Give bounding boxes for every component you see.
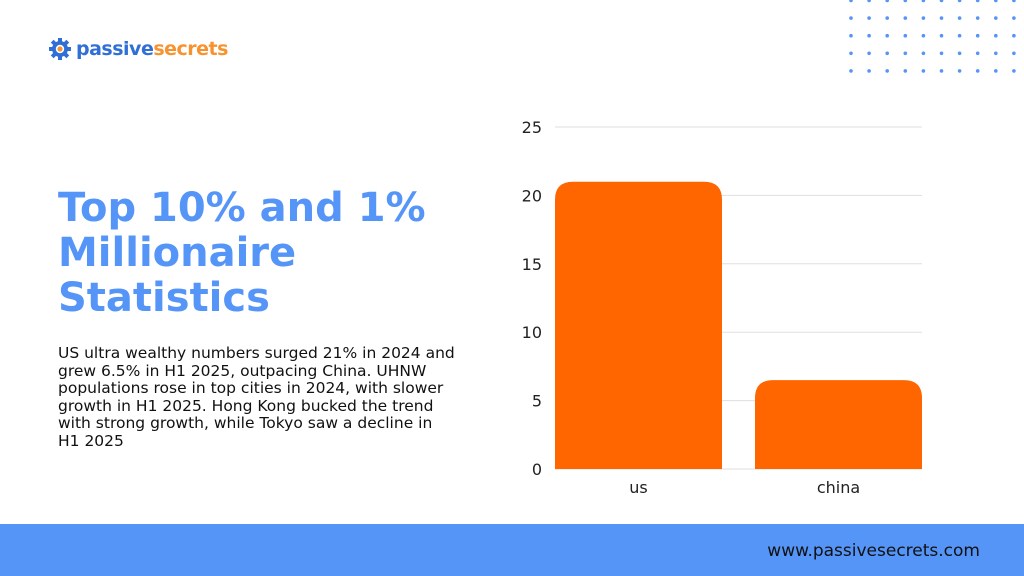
dot — [885, 0, 889, 3]
y-tick-label: 25 — [522, 118, 542, 137]
gear-icon — [49, 38, 71, 60]
dot — [1012, 69, 1016, 73]
dot — [849, 16, 853, 20]
dot — [849, 33, 853, 38]
dot — [957, 33, 962, 38]
dot — [867, 69, 871, 73]
dot — [867, 51, 871, 56]
brand-logo[interactable]: passivesecrets — [48, 37, 228, 61]
dot — [849, 69, 853, 73]
dot — [903, 33, 908, 38]
dot — [867, 16, 871, 20]
y-tick-label: 20 — [522, 186, 542, 205]
brand-name-part1: passive — [76, 38, 154, 60]
dot — [867, 0, 871, 3]
brand-name: passivesecrets — [76, 38, 228, 60]
dot — [921, 51, 926, 56]
y-tick-label: 15 — [522, 255, 542, 274]
dot — [903, 69, 908, 73]
dot — [975, 51, 980, 56]
dot — [849, 51, 853, 56]
dot — [921, 16, 926, 20]
dot — [994, 16, 998, 20]
brand-name-part2: secrets — [153, 38, 228, 60]
bar-chart: 0 5 10 15 20 25 us china — [522, 118, 922, 497]
dot — [994, 0, 998, 3]
dot — [975, 69, 980, 73]
decorative-dot-grid — [849, 0, 1016, 73]
y-tick-label: 0 — [532, 460, 542, 479]
dot — [939, 0, 944, 3]
dot — [994, 33, 998, 38]
dot — [921, 0, 926, 3]
dot — [939, 51, 944, 56]
dot — [1012, 0, 1016, 3]
dot — [867, 33, 871, 38]
description-text: US ultra wealthy numbers surged 21% in 2… — [58, 344, 455, 450]
bar-us — [555, 181, 722, 469]
dot — [939, 33, 944, 38]
page-title: Top 10% and 1% Millionaire Statistics — [58, 185, 426, 321]
y-tick-label: 10 — [522, 323, 542, 342]
dot — [939, 69, 944, 73]
footer-bar: www.passivesecrets.com — [0, 524, 1024, 576]
dot — [885, 69, 889, 73]
dot — [903, 0, 908, 3]
dot — [1012, 16, 1016, 20]
dot — [885, 33, 889, 38]
dot — [921, 33, 926, 38]
dot — [975, 33, 980, 38]
y-tick-label: 5 — [532, 392, 542, 411]
x-tick-label: china — [817, 478, 860, 497]
dot — [885, 16, 889, 20]
x-tick-label: us — [629, 478, 647, 497]
footer-url[interactable]: www.passivesecrets.com — [767, 541, 980, 561]
dot — [1012, 51, 1016, 56]
dot — [903, 51, 908, 56]
dot — [975, 16, 980, 20]
dot — [939, 16, 944, 20]
dot — [1012, 33, 1016, 38]
dot — [885, 51, 889, 56]
bar-china — [755, 380, 922, 469]
dot — [957, 0, 962, 3]
dot — [921, 69, 926, 73]
dot — [957, 16, 962, 20]
dot — [994, 69, 998, 73]
dot — [903, 16, 908, 20]
dot — [994, 51, 998, 56]
dot — [957, 51, 962, 56]
dot — [957, 69, 962, 73]
dot — [849, 0, 853, 3]
dot — [975, 0, 980, 3]
